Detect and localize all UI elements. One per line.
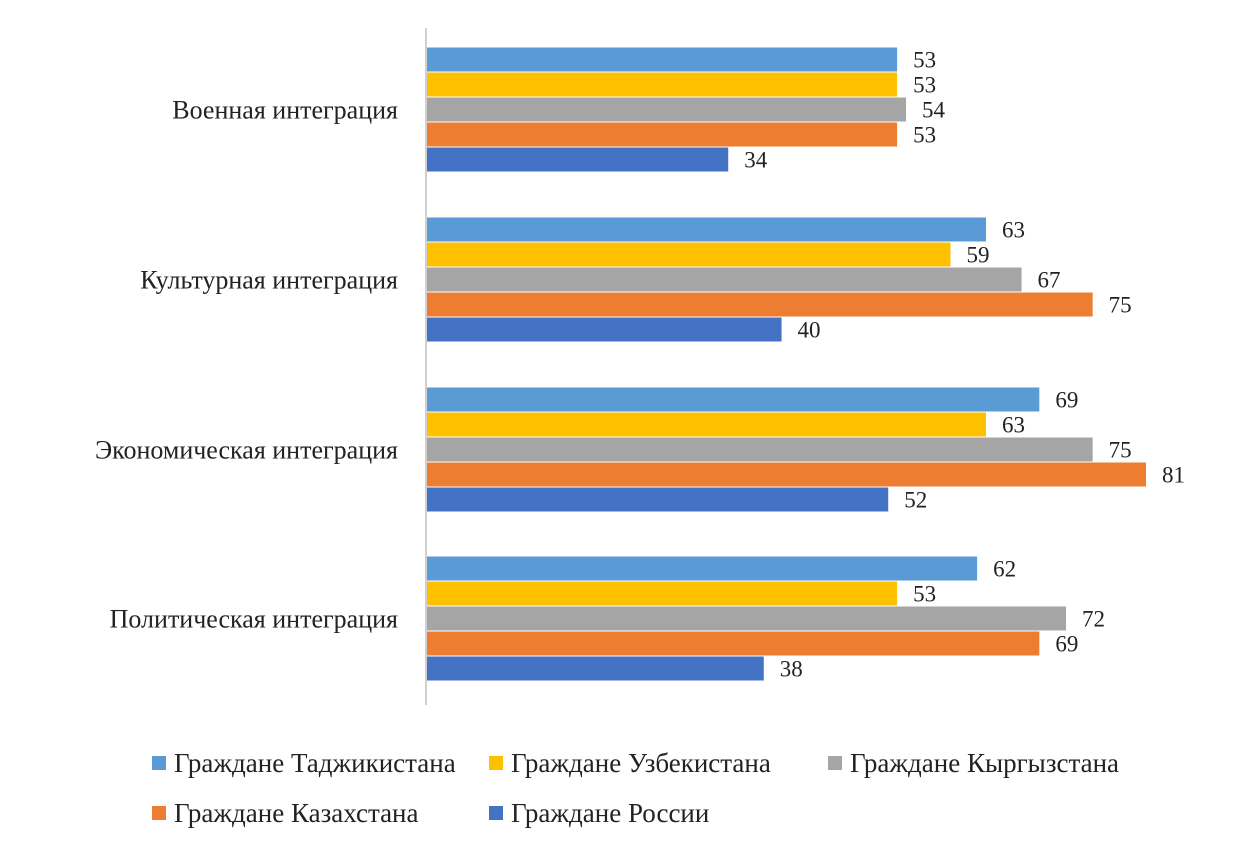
bar bbox=[426, 147, 729, 172]
data-label: 53 bbox=[913, 48, 936, 73]
legend-item: Граждане Таджикистана bbox=[152, 748, 456, 778]
legend-item: Граждане Узбекистана bbox=[489, 748, 771, 778]
legend-label: Граждане Таджикистана bbox=[174, 748, 456, 778]
legend-swatch bbox=[828, 756, 842, 770]
bar bbox=[426, 242, 951, 267]
legend-swatch bbox=[152, 756, 166, 770]
data-label: 69 bbox=[1055, 632, 1078, 657]
bar bbox=[426, 267, 1022, 292]
category-label: Политическая интеграция bbox=[110, 605, 398, 634]
bar bbox=[426, 47, 898, 72]
legend-swatch bbox=[152, 806, 166, 820]
data-label: 34 bbox=[744, 148, 768, 173]
data-label: 52 bbox=[904, 488, 927, 513]
data-label: 75 bbox=[1109, 438, 1132, 463]
bar bbox=[426, 606, 1066, 631]
legend: Граждане Таджикистана Граждане Узбекиста… bbox=[0, 738, 1258, 848]
bar bbox=[426, 462, 1146, 487]
data-label: 75 bbox=[1109, 293, 1132, 318]
legend-label: Граждане Кыргызстана bbox=[850, 748, 1120, 778]
legend-label: Граждане России bbox=[511, 798, 710, 828]
bar bbox=[426, 412, 986, 437]
legend-swatch bbox=[489, 806, 503, 820]
bars bbox=[426, 47, 1146, 681]
data-label: 54 bbox=[922, 98, 946, 123]
data-label: 63 bbox=[1002, 218, 1025, 243]
legend-item: Граждане Казахстана bbox=[152, 798, 419, 828]
bar bbox=[426, 556, 978, 581]
legend-label: Граждане Казахстана bbox=[174, 798, 419, 828]
bar bbox=[426, 217, 986, 242]
category-label: Военная интеграция bbox=[172, 96, 398, 125]
data-label: 72 bbox=[1082, 607, 1105, 632]
bar bbox=[426, 581, 898, 606]
data-label: 53 bbox=[913, 73, 936, 98]
bar bbox=[426, 437, 1093, 462]
legend-item: Граждане России bbox=[489, 798, 709, 828]
bar bbox=[426, 122, 898, 147]
data-label: 59 bbox=[966, 243, 989, 268]
bar bbox=[426, 317, 782, 342]
legend-swatch bbox=[489, 756, 503, 770]
data-label: 40 bbox=[798, 318, 821, 343]
data-label: 38 bbox=[780, 657, 803, 682]
bar bbox=[426, 292, 1093, 317]
bar bbox=[426, 72, 898, 97]
legend-label: Граждане Узбекистана bbox=[511, 748, 771, 778]
legend-item: Граждане Кыргызстана bbox=[828, 748, 1119, 778]
bar bbox=[426, 387, 1040, 412]
bar bbox=[426, 97, 906, 122]
bar bbox=[426, 631, 1040, 656]
data-label: 67 bbox=[1038, 268, 1061, 293]
data-label: 69 bbox=[1055, 388, 1078, 413]
data-label: 62 bbox=[993, 557, 1016, 582]
data-label: 81 bbox=[1162, 463, 1185, 488]
category-labels: Военная интеграция Культурная интеграция Э… bbox=[95, 96, 398, 634]
data-label: 53 bbox=[913, 123, 936, 148]
category-label: Экономическая интеграция bbox=[95, 436, 398, 465]
data-label: 63 bbox=[1002, 413, 1025, 438]
bar bbox=[426, 656, 764, 681]
data-label: 53 bbox=[913, 582, 936, 607]
category-label: Культурная интеграция bbox=[140, 266, 398, 295]
bar bbox=[426, 487, 889, 512]
